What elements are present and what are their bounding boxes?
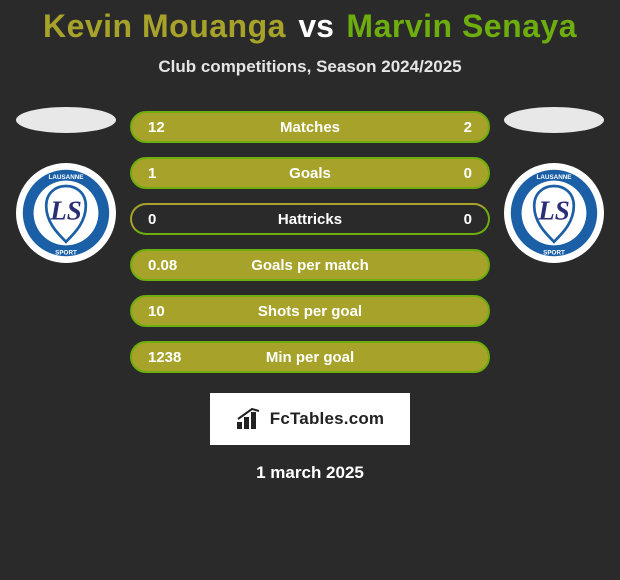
fctables-badge: FcTables.com — [210, 393, 410, 445]
subtitle: Club competitions, Season 2024/2025 — [0, 57, 620, 77]
stat-row: 0.08Goals per match — [130, 249, 490, 281]
date-label: 1 march 2025 — [0, 463, 620, 483]
stat-right-value: 0 — [418, 211, 488, 228]
vs-label: vs — [298, 8, 334, 44]
right-flag-ellipse — [504, 107, 604, 133]
stat-label: Shots per goal — [202, 303, 418, 320]
fctables-icon — [236, 408, 264, 430]
club-logo-icon: LS LAUSANNE SPORT — [509, 168, 599, 258]
stat-right-value: 0 — [418, 165, 488, 182]
club-logo-icon: LS LAUSANNE SPORT — [21, 168, 111, 258]
right-side: LS LAUSANNE SPORT — [494, 111, 614, 387]
svg-text:LAUSANNE: LAUSANNE — [49, 174, 84, 181]
stat-row: 12Matches2 — [130, 111, 490, 143]
svg-text:SPORT: SPORT — [543, 249, 565, 256]
stat-label: Min per goal — [202, 349, 418, 366]
stat-left-value: 0.08 — [132, 257, 202, 274]
stat-left-value: 1 — [132, 165, 202, 182]
left-club-badge: LS LAUSANNE SPORT — [16, 163, 116, 263]
stat-row: 1238Min per goal — [130, 341, 490, 373]
svg-text:LAUSANNE: LAUSANNE — [537, 174, 572, 181]
stat-right-value: 2 — [418, 119, 488, 136]
player1-name: Kevin Mouanga — [43, 8, 286, 44]
stat-label: Goals per match — [202, 257, 418, 274]
stats-column: 12Matches21Goals00Hattricks00.08Goals pe… — [126, 111, 494, 387]
comparison-card: Kevin Mouanga vs Marvin Senaya Club comp… — [0, 0, 620, 483]
title-row: Kevin Mouanga vs Marvin Senaya — [0, 0, 620, 45]
fctables-label: FcTables.com — [270, 409, 385, 429]
stat-left-value: 12 — [132, 119, 202, 136]
stat-row: 0Hattricks0 — [130, 203, 490, 235]
stat-left-value: 1238 — [132, 349, 202, 366]
left-side: LS LAUSANNE SPORT — [6, 111, 126, 387]
svg-text:LS: LS — [537, 195, 570, 225]
stat-label: Matches — [202, 119, 418, 136]
right-club-badge: LS LAUSANNE SPORT — [504, 163, 604, 263]
svg-text:LS: LS — [49, 195, 82, 225]
player2-name: Marvin Senaya — [346, 8, 577, 44]
stat-label: Goals — [202, 165, 418, 182]
content-row: LS LAUSANNE SPORT 12Matches21Goals00Hatt… — [0, 111, 620, 387]
stat-label: Hattricks — [202, 211, 418, 228]
svg-text:SPORT: SPORT — [55, 249, 77, 256]
left-flag-ellipse — [16, 107, 116, 133]
stat-row: 10Shots per goal — [130, 295, 490, 327]
stat-left-value: 10 — [132, 303, 202, 320]
stat-left-value: 0 — [132, 211, 202, 228]
stat-row: 1Goals0 — [130, 157, 490, 189]
